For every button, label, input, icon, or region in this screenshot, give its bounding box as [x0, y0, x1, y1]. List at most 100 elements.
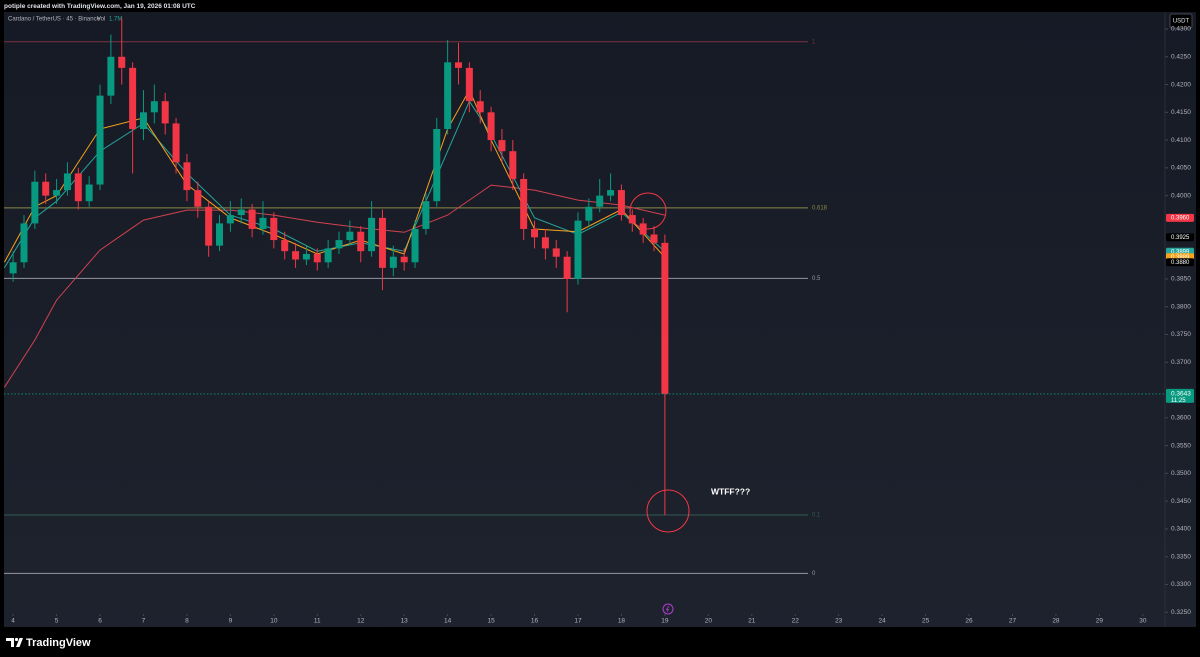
candle-body — [74, 173, 82, 202]
candle-body — [368, 217, 376, 252]
candle — [574, 212, 582, 285]
drawing-circle — [629, 192, 667, 230]
candle — [216, 215, 224, 252]
y-tick-label: 0.4050 — [1171, 165, 1191, 172]
x-tick-label: 6 — [98, 618, 102, 625]
level-label: 1 — [812, 39, 816, 45]
candle — [541, 228, 549, 260]
event-icon — [665, 605, 670, 613]
y-tick-label: 0.3350 — [1171, 553, 1191, 560]
candle — [661, 234, 669, 516]
price-badge — [1166, 213, 1194, 222]
candle-body — [129, 67, 137, 129]
y-tick-label: 0.3600 — [1171, 415, 1191, 422]
drawing-circle — [646, 489, 690, 533]
candle-body — [216, 223, 224, 246]
right-border — [1196, 12, 1200, 627]
candle — [639, 217, 647, 243]
candle — [617, 184, 625, 221]
candle-body — [150, 101, 158, 113]
candle-body — [42, 181, 50, 196]
candle-body — [531, 228, 539, 238]
candle — [476, 90, 484, 124]
candle-body — [302, 253, 310, 260]
x-tick-label: 13 — [401, 618, 409, 625]
candle — [585, 198, 593, 227]
x-tick-label: 9 — [229, 618, 233, 625]
y-tick-label: 0.4250 — [1171, 53, 1191, 60]
candle — [31, 170, 39, 229]
candle-body — [205, 206, 213, 246]
candle — [107, 34, 115, 104]
candle — [161, 92, 169, 135]
candle — [172, 117, 180, 174]
candle — [226, 201, 234, 232]
candle — [20, 215, 28, 268]
level-label: 0 — [812, 571, 816, 577]
x-tick-label: 12 — [357, 618, 365, 625]
x-tick-label: 14 — [444, 618, 452, 625]
y-tick-label: 0.3800 — [1171, 303, 1191, 310]
candle — [357, 226, 365, 263]
x-tick-label: 26 — [965, 618, 973, 625]
candle — [400, 248, 408, 271]
candle-body — [444, 62, 452, 129]
candle-body — [161, 101, 169, 124]
candle-body — [465, 67, 473, 102]
candle — [324, 240, 332, 268]
candle — [85, 176, 93, 207]
candle-body — [476, 101, 484, 113]
candle-body — [172, 123, 180, 163]
candle-body — [281, 240, 289, 252]
candle — [237, 198, 245, 224]
last-price-badge — [1166, 388, 1194, 403]
x-tick-label: 7 — [142, 618, 146, 625]
candle — [270, 212, 278, 249]
candle-body — [183, 162, 191, 191]
candle-body — [378, 217, 386, 268]
candle — [378, 209, 386, 291]
price-badge-label: 0.3880 — [1171, 260, 1190, 266]
y-tick-label: 0.3500 — [1171, 470, 1191, 477]
candle-body — [520, 178, 528, 229]
footer — [0, 627, 1200, 657]
candle-body — [313, 253, 321, 263]
candle — [42, 173, 50, 204]
currency[interactable]: USDT — [1173, 19, 1190, 25]
price-badge-label: 0.3960 — [1171, 215, 1190, 221]
y-tick-label: 0.4000 — [1171, 192, 1191, 199]
candle-body — [20, 223, 28, 263]
y-tick-label: 0.4150 — [1171, 109, 1191, 116]
candle-body — [639, 223, 647, 235]
candle-body — [552, 248, 560, 257]
candle-body — [335, 240, 343, 249]
x-tick-label: 17 — [574, 618, 582, 625]
x-tick-label: 20 — [705, 618, 713, 625]
candle-body — [85, 184, 93, 202]
x-tick-label: 24 — [879, 618, 887, 625]
candle-body — [96, 95, 104, 185]
candle — [552, 240, 560, 268]
x-tick-label: 15 — [487, 618, 495, 625]
candle-body — [357, 231, 365, 252]
candle — [346, 220, 354, 246]
currency-button[interactable] — [1169, 13, 1193, 29]
candle — [194, 181, 202, 218]
x-tick-label: 29 — [1096, 618, 1104, 625]
candle-body — [259, 217, 267, 229]
x-tick-label: 21 — [748, 618, 756, 625]
x-tick-label: 11 — [314, 618, 321, 625]
price-badge-label: 0.3925 — [1171, 235, 1190, 241]
y-tick-label: 0.4200 — [1171, 81, 1191, 88]
left-border — [0, 12, 4, 627]
candle-body — [139, 112, 147, 129]
moving-average — [3, 184, 666, 388]
candle — [509, 140, 517, 191]
candle-body — [53, 190, 61, 196]
candle-body — [346, 231, 354, 241]
brand-logo — [6, 637, 23, 647]
y-tick-label: 0.3450 — [1171, 498, 1191, 505]
candle — [422, 192, 430, 235]
countdown: 11:25 — [1171, 398, 1186, 404]
